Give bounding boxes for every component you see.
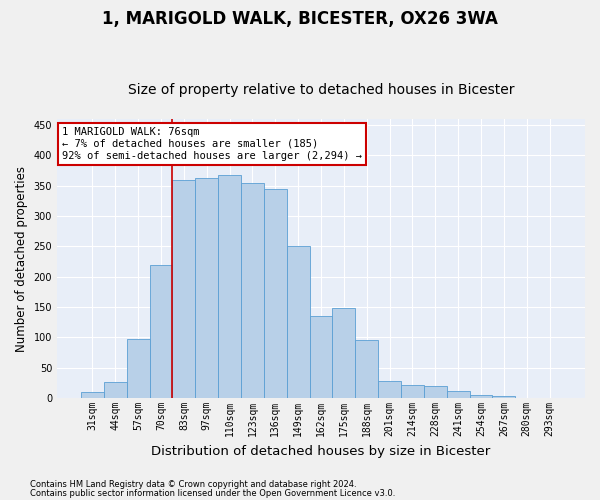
- X-axis label: Distribution of detached houses by size in Bicester: Distribution of detached houses by size …: [151, 444, 491, 458]
- Text: Contains public sector information licensed under the Open Government Licence v3: Contains public sector information licen…: [30, 489, 395, 498]
- Bar: [127, 338, 149, 398]
- Text: 1 MARIGOLD WALK: 76sqm
← 7% of detached houses are smaller (185)
92% of semi-det: 1 MARIGOLD WALK: 76sqm ← 7% of detached …: [62, 128, 362, 160]
- Title: Size of property relative to detached houses in Bicester: Size of property relative to detached ho…: [128, 83, 514, 97]
- Bar: [172, 180, 196, 398]
- Bar: [401, 385, 424, 398]
- Bar: [241, 182, 264, 398]
- Bar: [355, 340, 378, 398]
- Bar: [470, 395, 493, 398]
- Bar: [378, 381, 401, 398]
- Bar: [81, 392, 104, 398]
- Bar: [424, 386, 447, 398]
- Bar: [310, 316, 332, 398]
- Bar: [332, 308, 355, 398]
- Bar: [493, 396, 515, 398]
- Text: Contains HM Land Registry data © Crown copyright and database right 2024.: Contains HM Land Registry data © Crown c…: [30, 480, 356, 489]
- Bar: [196, 178, 218, 398]
- Text: 1, MARIGOLD WALK, BICESTER, OX26 3WA: 1, MARIGOLD WALK, BICESTER, OX26 3WA: [102, 10, 498, 28]
- Bar: [447, 392, 470, 398]
- Y-axis label: Number of detached properties: Number of detached properties: [15, 166, 28, 352]
- Bar: [218, 176, 241, 398]
- Bar: [149, 264, 172, 398]
- Bar: [287, 246, 310, 398]
- Bar: [104, 382, 127, 398]
- Bar: [264, 189, 287, 398]
